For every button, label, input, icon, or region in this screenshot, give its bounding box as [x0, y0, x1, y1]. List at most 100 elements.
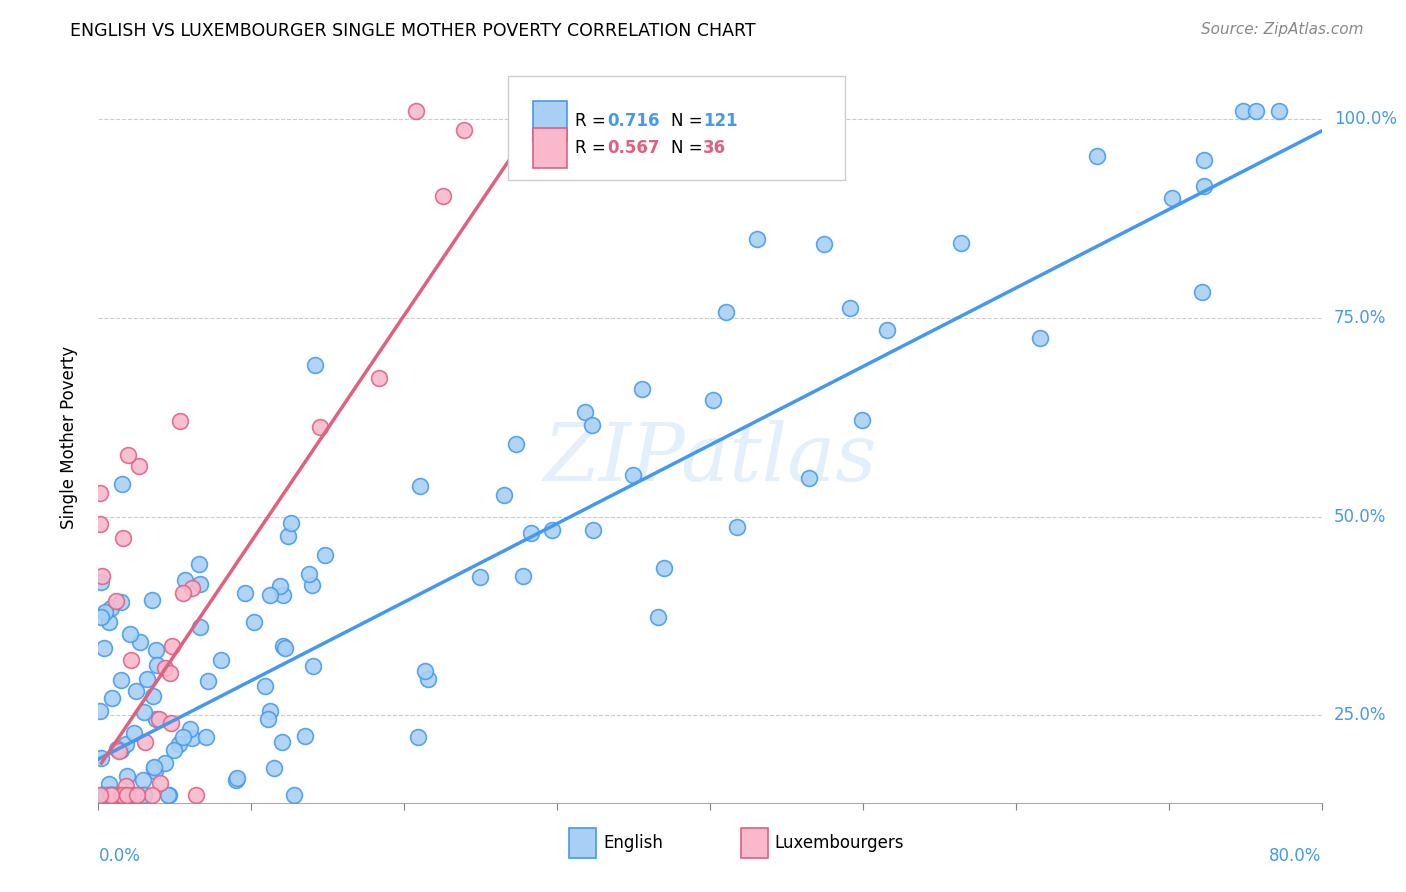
Text: 50.0%: 50.0% — [1334, 508, 1386, 525]
Point — [117, 788, 139, 802]
Point — [111, 788, 134, 802]
Point — [145, 643, 167, 657]
Point — [1191, 285, 1213, 299]
Point — [468, 570, 491, 584]
Point — [271, 735, 294, 749]
Point — [581, 523, 603, 537]
Point — [280, 516, 302, 531]
Point — [108, 788, 131, 802]
Point — [520, 525, 543, 540]
Point — [153, 661, 176, 675]
Point — [101, 788, 124, 802]
Point — [100, 600, 122, 615]
Point — [97, 615, 120, 629]
Point — [110, 673, 132, 688]
Point — [540, 523, 562, 537]
Point — [621, 467, 644, 482]
Point — [1194, 178, 1216, 193]
Text: 0.0%: 0.0% — [98, 847, 141, 864]
Point — [512, 569, 534, 583]
Point — [115, 769, 138, 783]
Point — [91, 569, 114, 583]
Point — [89, 705, 111, 719]
Point — [132, 788, 155, 802]
Point — [277, 529, 299, 543]
Point — [259, 588, 281, 602]
Point — [141, 593, 163, 607]
Point — [159, 715, 181, 730]
Point — [195, 731, 218, 745]
Point — [132, 706, 155, 720]
Point — [146, 658, 169, 673]
Point — [132, 788, 155, 802]
Point — [90, 609, 112, 624]
Point — [142, 689, 165, 703]
Point — [100, 690, 122, 705]
Point — [120, 653, 142, 667]
Point — [108, 788, 131, 802]
Point — [179, 722, 201, 736]
Point — [97, 777, 120, 791]
Point — [149, 776, 172, 790]
Point — [132, 788, 155, 802]
Point — [159, 665, 181, 680]
Point — [111, 477, 134, 491]
Point — [950, 235, 973, 250]
Point — [110, 595, 132, 609]
Point — [90, 751, 112, 765]
Point — [209, 653, 232, 667]
Point — [367, 370, 389, 384]
Point — [90, 574, 112, 589]
Point — [813, 236, 835, 251]
Point — [100, 788, 122, 802]
Point — [283, 788, 305, 802]
Text: 0.567: 0.567 — [607, 139, 659, 157]
Point — [574, 405, 596, 419]
Point — [797, 471, 820, 485]
FancyBboxPatch shape — [508, 76, 845, 179]
Point — [122, 788, 145, 802]
Point — [173, 574, 195, 588]
Point — [105, 594, 128, 608]
Point — [89, 517, 111, 532]
Point — [298, 567, 321, 582]
Text: ZIPatlas: ZIPatlas — [543, 420, 877, 498]
Text: 0.716: 0.716 — [607, 112, 659, 130]
Point — [89, 788, 111, 802]
Point — [432, 188, 454, 202]
Point — [304, 358, 326, 372]
Text: 100.0%: 100.0% — [1334, 110, 1398, 128]
Point — [233, 586, 256, 600]
Point — [125, 788, 148, 802]
Point — [110, 742, 132, 756]
Point — [103, 788, 125, 802]
Text: N =: N = — [671, 139, 707, 157]
Point — [184, 788, 207, 802]
Point — [301, 578, 323, 592]
Point — [876, 323, 898, 337]
Point — [134, 735, 156, 749]
Point — [181, 731, 204, 745]
Point — [1161, 191, 1184, 205]
Point — [406, 730, 429, 744]
Bar — [533, 101, 567, 141]
Point — [1029, 331, 1052, 345]
Point — [172, 586, 194, 600]
Point — [167, 737, 190, 751]
Text: R =: R = — [575, 139, 612, 157]
Point — [301, 659, 323, 673]
Text: Luxembourgers: Luxembourgers — [775, 834, 904, 852]
Bar — [533, 128, 567, 168]
Point — [314, 548, 336, 562]
Bar — [741, 829, 768, 858]
Point — [108, 744, 131, 758]
Point — [257, 712, 280, 726]
Point — [105, 741, 128, 756]
Point — [418, 673, 440, 687]
Point — [89, 486, 111, 500]
Point — [91, 788, 114, 802]
Text: N =: N = — [671, 112, 707, 130]
Point — [115, 737, 138, 751]
Point — [408, 479, 430, 493]
Point — [91, 788, 114, 802]
